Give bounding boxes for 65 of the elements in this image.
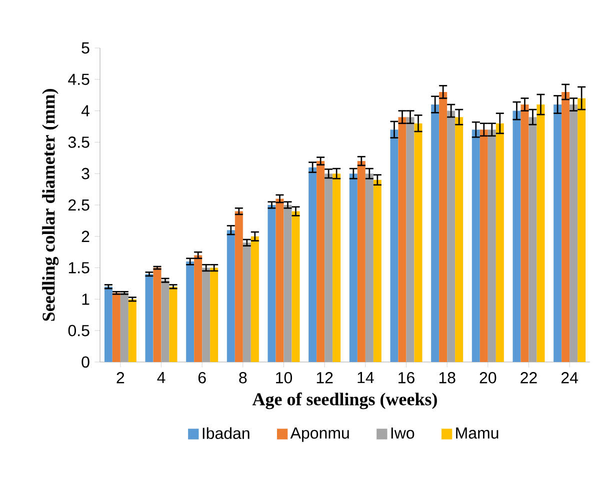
- y-tick-label: 4.5: [68, 74, 90, 85]
- y-tick-label: 0.5: [68, 324, 90, 336]
- x-tick-label: 8: [239, 372, 247, 384]
- bar: [112, 292, 120, 362]
- bar: [128, 299, 136, 362]
- bar: [536, 104, 545, 362]
- bar: [194, 255, 202, 362]
- bar: [578, 98, 586, 362]
- bar: [268, 204, 276, 362]
- x-axis-title: Age of seedlings (weeks): [252, 392, 437, 410]
- bar: [554, 104, 562, 362]
- y-tick-label: 3: [82, 168, 90, 180]
- y-tick-label: 0: [82, 356, 90, 368]
- x-tick-label: 12: [316, 372, 333, 384]
- bar: [455, 117, 464, 362]
- bar: [480, 130, 488, 362]
- bar: [210, 268, 218, 362]
- x-tick-label: 20: [480, 372, 496, 384]
- x-tick-label: 4: [157, 372, 166, 384]
- x-tick-label: 22: [520, 372, 537, 384]
- bar: [373, 180, 382, 362]
- legend-label: Aponmu: [290, 428, 349, 442]
- y-tick-label: 4: [81, 105, 90, 116]
- y-tick-label: 1.5: [68, 262, 90, 274]
- bar: [276, 198, 284, 362]
- bar: [308, 167, 317, 362]
- bar: [520, 104, 529, 362]
- bar: [398, 117, 406, 362]
- x-tick-label: 18: [439, 372, 456, 384]
- bar: [472, 130, 480, 362]
- y-axis-title: Seedling collar diameter (mm): [42, 89, 59, 321]
- bar: [439, 92, 448, 362]
- legend-label: Iwo: [391, 428, 414, 439]
- bar: [431, 104, 440, 362]
- bar: [512, 110, 521, 362]
- bar: [169, 286, 178, 362]
- x-tick-label: 6: [198, 372, 206, 384]
- bar: [316, 161, 325, 362]
- y-tick-label: 3.5: [68, 136, 90, 148]
- bar: [562, 92, 570, 362]
- y-tick-label: 2.5: [68, 199, 90, 211]
- bar: [390, 130, 398, 362]
- bar: [496, 123, 504, 362]
- x-tick-label: 2: [116, 372, 124, 384]
- y-tick-label: 1: [82, 294, 90, 305]
- bar: [250, 236, 259, 362]
- bar: [357, 161, 366, 362]
- y-tick-label: 5: [82, 42, 90, 54]
- bar: [349, 174, 358, 362]
- bar: [145, 274, 154, 362]
- bar: [226, 230, 235, 362]
- x-tick-label: 16: [398, 372, 414, 384]
- legend-label: Mamu: [456, 428, 498, 439]
- bar: [153, 268, 162, 362]
- bar: [186, 262, 194, 362]
- bar: [104, 286, 112, 362]
- bar: [414, 123, 422, 362]
- legend-label: Ibadan: [202, 427, 250, 439]
- x-tick-label: 14: [358, 372, 374, 384]
- bar: [332, 174, 341, 362]
- x-tick-label: 24: [561, 372, 578, 384]
- x-tick-label: 10: [276, 372, 292, 384]
- y-tick-label: 2: [82, 230, 90, 242]
- bar: [292, 211, 300, 362]
- bar: [234, 211, 243, 362]
